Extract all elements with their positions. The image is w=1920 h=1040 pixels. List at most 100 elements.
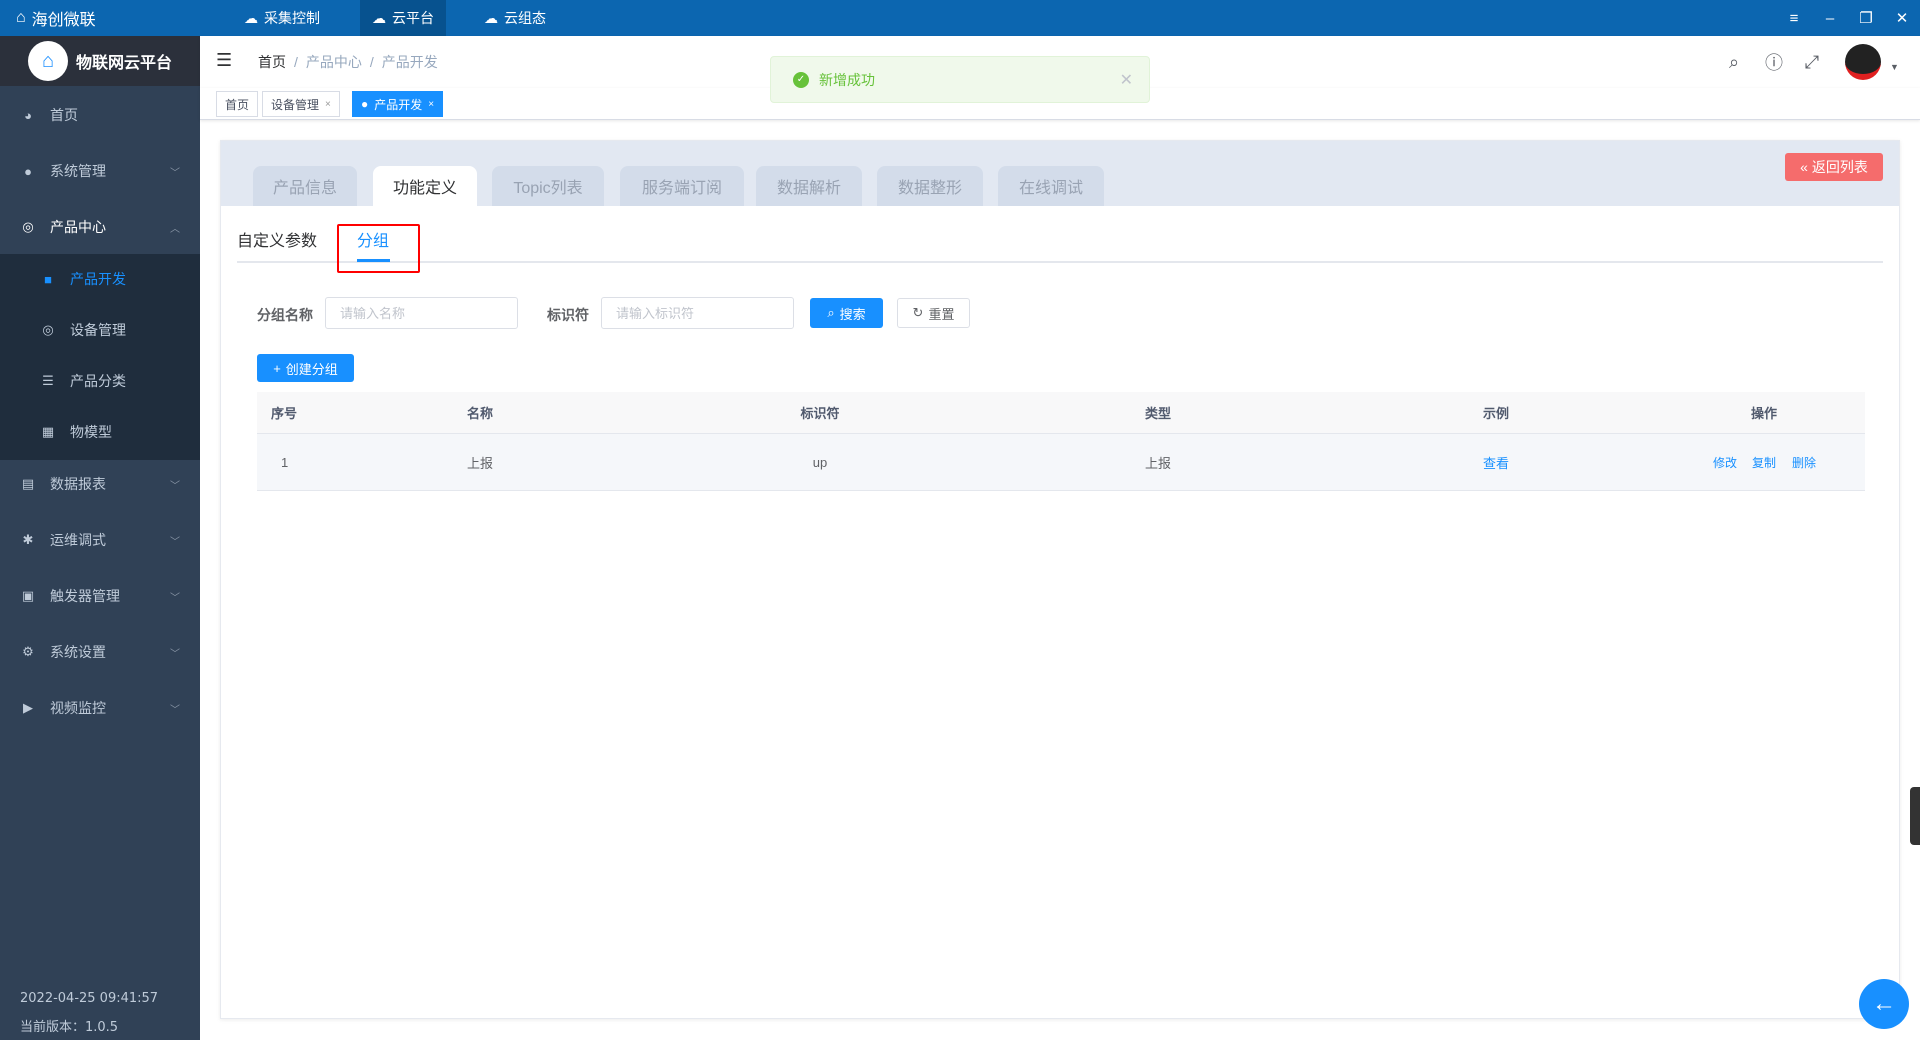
cloud-platform-icon: ☁ xyxy=(372,9,386,26)
col-identifier: 标识符 xyxy=(800,406,840,421)
bug-icon: ✱ xyxy=(22,532,34,547)
reset-button[interactable]: ↻ 重置 xyxy=(897,298,970,328)
product-icon: ◎ xyxy=(22,219,34,234)
side-drawer-handle[interactable] xyxy=(1910,787,1920,845)
window-minimize-button[interactable]: – xyxy=(1825,9,1835,27)
table-header: 序号 名称 标识符 类型 示例 操作 xyxy=(257,392,1865,434)
success-toast: ✓ 新增成功 ✕ xyxy=(770,56,1150,103)
chevron-up-icon: ︿ xyxy=(170,223,180,235)
close-icon[interactable]: ✕ xyxy=(1119,71,1133,89)
tab-server-subscription[interactable]: 服务端订阅 xyxy=(620,166,744,206)
col-type: 类型 xyxy=(1144,406,1172,421)
cloud-config-icon: ☁ xyxy=(484,9,498,26)
col-actions: 操作 xyxy=(1750,406,1778,421)
window-menu-button[interactable]: ≡ xyxy=(1789,9,1799,27)
avatar[interactable] xyxy=(1845,44,1881,80)
platform-logo-icon: ⌂ xyxy=(28,41,68,81)
sidebar-item-system-management[interactable]: ● 系统管理 ﹀ xyxy=(0,143,200,199)
tab-product-info[interactable]: 产品信息 xyxy=(253,166,357,206)
col-example: 示例 xyxy=(1482,406,1510,421)
cell-identifier: up xyxy=(812,454,828,470)
tree-list-icon: ☰ xyxy=(42,373,54,388)
breadcrumb-product-dev: 产品开发 xyxy=(381,54,438,70)
product-tabs: 产品信息 功能定义 Topic列表 服务端订阅 数据解析 数据整形 在线调试 «… xyxy=(221,141,1899,206)
group-name-label: 分组名称 xyxy=(257,307,313,323)
tag-product-dev[interactable]: ● 产品开发 × xyxy=(352,91,444,117)
sidebar-item-trigger-management[interactable]: ▣ 触发器管理 ﹀ xyxy=(21,588,180,604)
chevron-down-icon: ﹀ xyxy=(170,167,180,179)
subtab-custom-params[interactable]: 自定义参数 xyxy=(237,233,318,250)
app-titlebar: ⌂ 海创微联 ☁ 采集控制 ☁ 云平台 ☁ 云组态 ≡ – ❐ ✕ xyxy=(0,0,1920,36)
group-name-input[interactable] xyxy=(325,297,518,329)
search-icon: ⌕ xyxy=(827,305,835,320)
identifier-label: 标识符 xyxy=(547,307,589,323)
device-icon: ◎ xyxy=(42,322,54,337)
content-panel: 产品信息 功能定义 Topic列表 服务端订阅 数据解析 数据整形 在线调试 «… xyxy=(220,140,1900,1019)
sidebar: ⌂ 物联网云平台 ◕ 首页 ● 系统管理 ﹀ ◎ 产品中心 ︿ ■ 产品开发 ◎ 设备管理 ☰ 产… xyxy=(0,36,200,1040)
refresh-icon: ↻ xyxy=(912,305,924,320)
chevron-down-icon: ﹀ xyxy=(170,648,180,660)
back-to-list-button[interactable]: «返回列表 xyxy=(1785,153,1883,181)
brand-logo-icon: ⌂ xyxy=(16,9,26,26)
identifier-input[interactable] xyxy=(601,297,794,329)
folder-icon: ■ xyxy=(44,271,52,287)
sidebar-subitem-thing-model[interactable]: ▦ 物模型 xyxy=(41,424,112,440)
breadcrumb-product-center: 产品中心 xyxy=(305,54,362,70)
delete-link[interactable]: 删除 xyxy=(1792,455,1817,470)
view-example-link[interactable]: 查看 xyxy=(1482,455,1510,471)
close-icon[interactable]: × xyxy=(428,98,435,110)
table-icon: ▦ xyxy=(41,424,55,439)
window-restore-button[interactable]: ❐ xyxy=(1859,10,1873,27)
subtab-group[interactable]: 分组 xyxy=(357,233,390,250)
app-brand: ⌂ 海创微联 xyxy=(16,9,96,29)
search-button[interactable]: ⌕ 搜索 xyxy=(810,298,883,328)
tab-topic-list[interactable]: Topic列表 xyxy=(492,166,604,206)
gear-icon: ⚙ xyxy=(22,644,34,659)
tag-device-management[interactable]: 设备管理 × xyxy=(262,91,340,117)
double-chevron-left-icon: « xyxy=(1800,159,1808,175)
chevron-down-icon: ﹀ xyxy=(170,592,180,604)
sidebar-item-data-report[interactable]: ▤ 数据报表 ﹀ xyxy=(21,476,180,492)
sidebar-subitem-product-dev[interactable]: ■ 产品开发 xyxy=(0,254,200,304)
copy-link[interactable]: 复制 xyxy=(1752,455,1777,470)
hamburger-toggle-icon[interactable]: ☰ xyxy=(216,50,233,70)
report-icon: ▤ xyxy=(21,476,35,491)
tab-data-shaping[interactable]: 数据整形 xyxy=(877,166,983,206)
help-icon[interactable]: ⓘ xyxy=(1765,53,1783,73)
tab-function-definition[interactable]: 功能定义 xyxy=(373,166,477,206)
cloud-sync-icon: ☁ xyxy=(244,9,258,26)
plus-icon: + xyxy=(273,360,281,376)
tab-online-debug[interactable]: 在线调试 xyxy=(998,166,1104,206)
edit-link[interactable]: 修改 xyxy=(1713,455,1738,470)
monitor-icon: ▣ xyxy=(21,588,35,603)
check-circle-icon: ✓ xyxy=(793,71,809,88)
sidebar-item-video-monitor[interactable]: ▶ 视频监控 ﹀ xyxy=(0,680,200,736)
app-tab-collect[interactable]: ☁ 采集控制 xyxy=(244,9,320,27)
arrow-left-icon: ← xyxy=(1872,990,1896,1017)
search-icon[interactable]: ⌕ xyxy=(1728,51,1740,72)
sidebar-subitem-product-category[interactable]: ☰ 产品分类 xyxy=(0,356,200,406)
sidebar-item-ops-debug[interactable]: ✱ 运维调式 ﹀ xyxy=(0,512,200,568)
sidebar-subitem-device-management[interactable]: ◎ 设备管理 xyxy=(0,305,200,355)
dot-icon: ● xyxy=(361,97,369,111)
breadcrumb-home[interactable]: 首页 xyxy=(258,54,286,70)
col-name: 名称 xyxy=(467,406,494,421)
chevron-down-icon: ﹀ xyxy=(170,480,180,492)
app-tab-cloud-config[interactable]: ☁ 云组态 xyxy=(484,9,546,27)
sidebar-item-home[interactable]: ◕ 首页 xyxy=(0,87,200,143)
window-close-button[interactable]: ✕ xyxy=(1895,10,1909,27)
fullscreen-icon[interactable]: ⤢ xyxy=(1804,51,1820,72)
sidebar-item-product-center[interactable]: ◎ 产品中心 ︿ xyxy=(0,199,200,255)
caret-down-icon[interactable]: ▼ xyxy=(1890,62,1899,72)
create-group-button[interactable]: + 创建分组 xyxy=(257,354,354,382)
back-arrow-button[interactable]: ← xyxy=(1859,979,1909,1029)
tag-home[interactable]: 首页 xyxy=(216,91,259,117)
current-datetime: 2022-04-25 09:41:57 xyxy=(20,991,159,1006)
app-tab-cloud-platform[interactable]: ☁ 云平台 xyxy=(360,0,446,36)
close-icon[interactable]: × xyxy=(325,98,331,110)
sidebar-logo: ⌂ 物联网云平台 xyxy=(0,36,200,86)
product-center-submenu xyxy=(0,254,200,460)
sidebar-item-system-settings[interactable]: ⚙ 系统设置 ﹀ xyxy=(0,624,200,680)
user-icon: ● xyxy=(24,163,32,179)
tab-data-parsing[interactable]: 数据解析 xyxy=(756,166,862,206)
